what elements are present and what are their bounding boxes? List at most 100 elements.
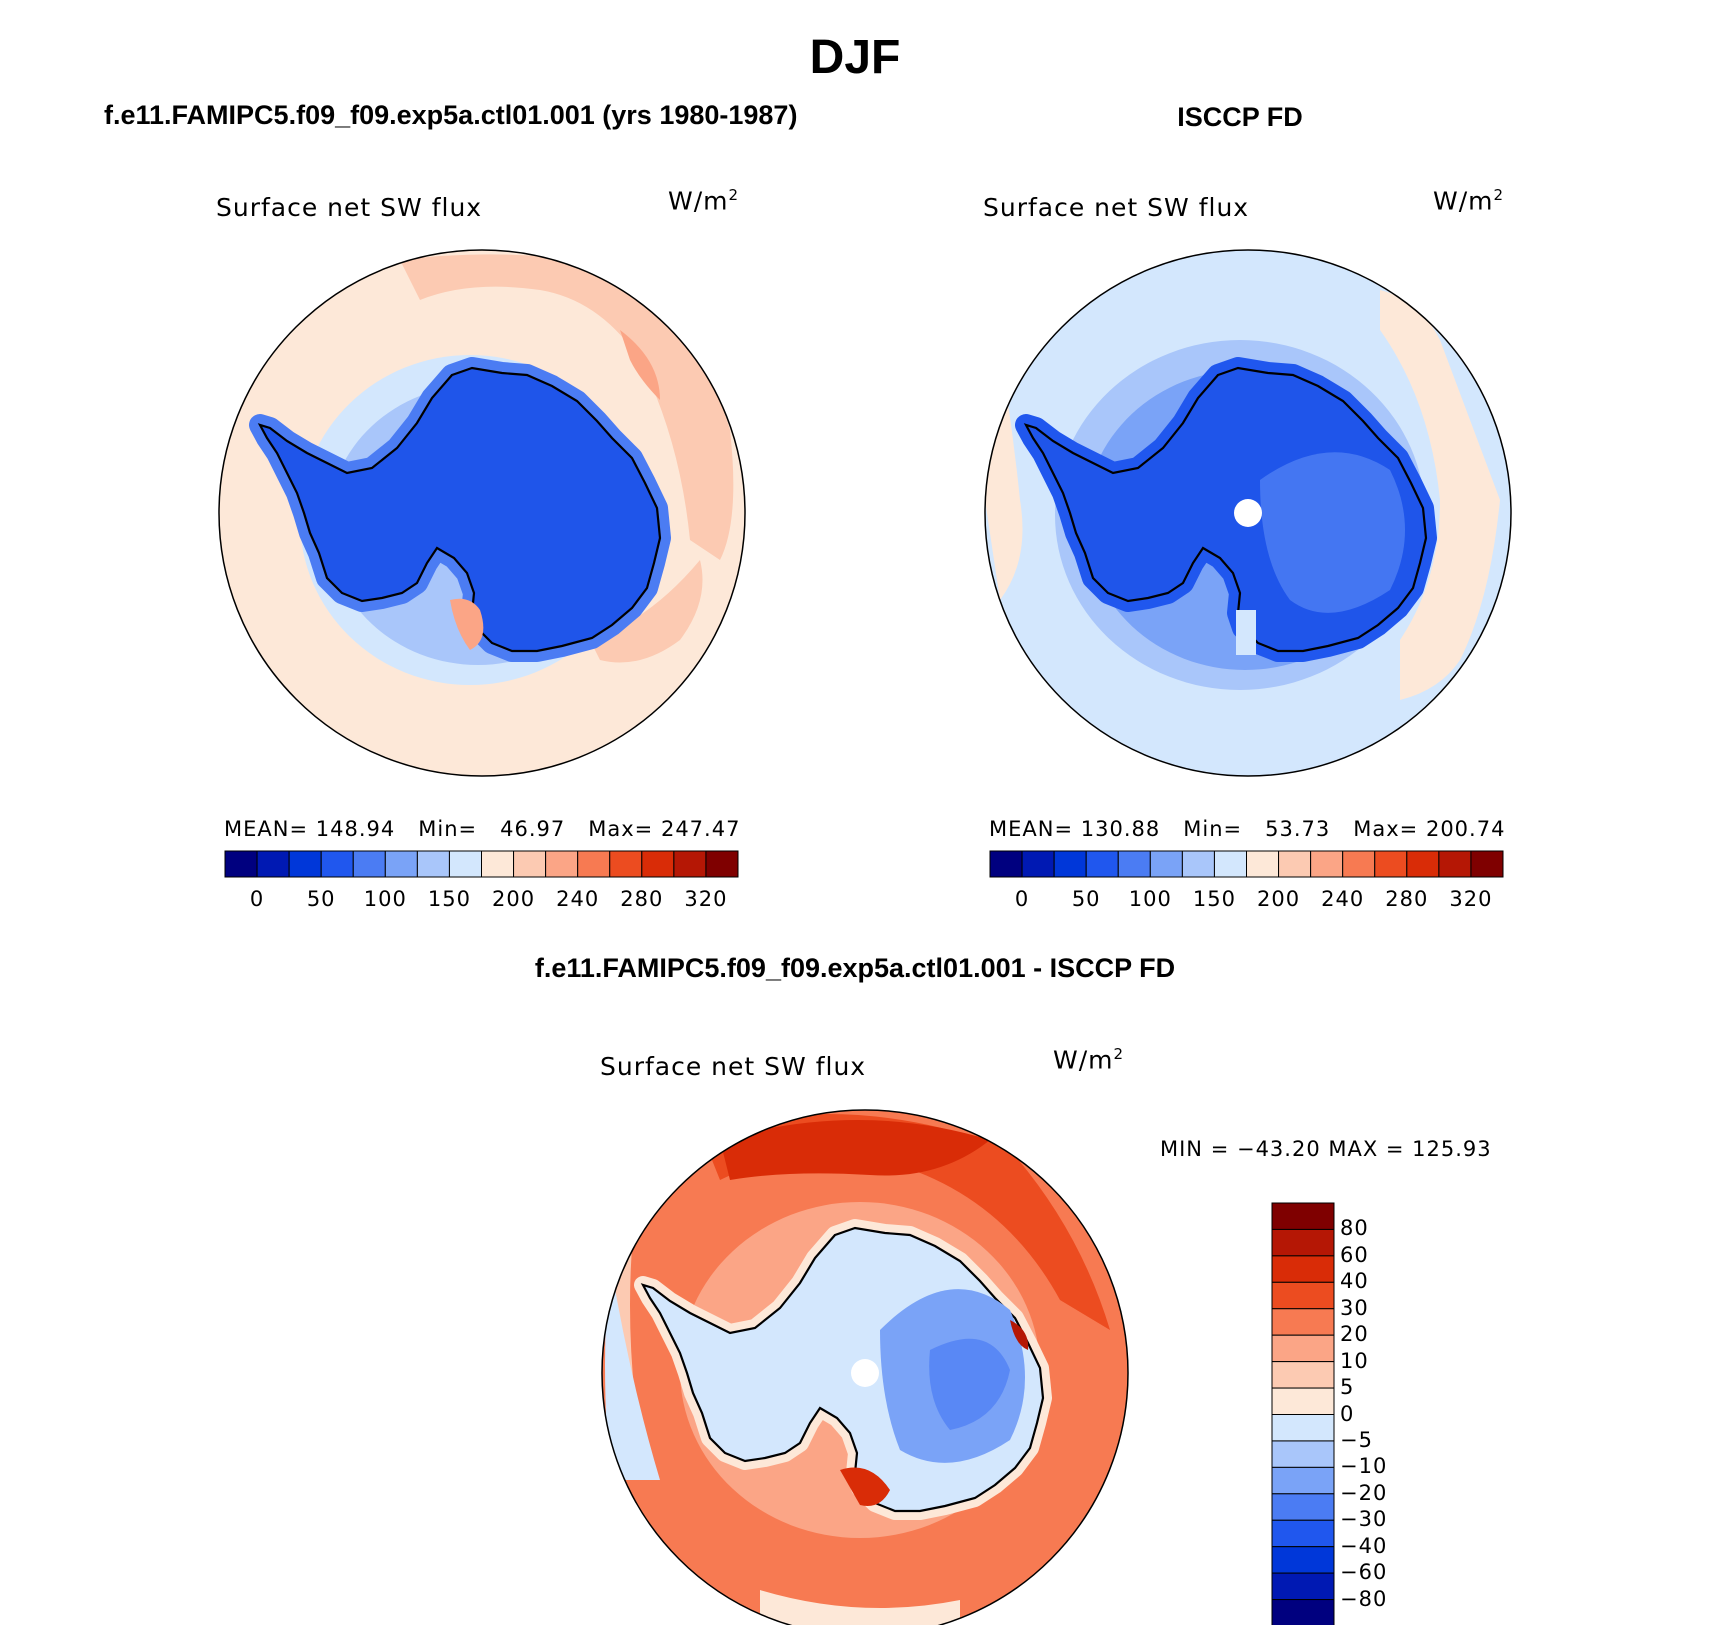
panel3-east-negative-core — [929, 1338, 1010, 1430]
colorbar-tick-label: 280 — [1385, 887, 1429, 911]
cb2-swatch — [1470, 850, 1504, 878]
panel3-pole-hole — [851, 1359, 879, 1387]
cb2-swatch — [1406, 850, 1440, 878]
colorbar-tick-label: 50 — [306, 887, 336, 911]
colorbar3-swatch — [1271, 1281, 1335, 1310]
panel2-east-plateau — [1260, 452, 1405, 613]
colorbar3-swatch — [1271, 1387, 1335, 1415]
panel3-west-light — [605, 1260, 660, 1480]
panel1-stats: MEAN= 148.94 Min= 46.97 Max= 247.47 — [224, 817, 741, 841]
cb2-swatch — [1149, 850, 1183, 878]
panel3-east-dark-patch — [1010, 1320, 1029, 1350]
cb2-swatch — [1213, 850, 1247, 878]
colorbar-tick-label: −80 — [1340, 1586, 1388, 1611]
colorbar-tick-label: 10 — [1340, 1348, 1369, 1373]
colorbar-tick-label: 240 — [556, 887, 600, 911]
colorbar-tick-label: 150 — [427, 887, 471, 911]
panel3-map-border — [601, 1109, 1129, 1625]
colorbar3-swatch — [1271, 1572, 1335, 1601]
colorbar3-swatch — [1271, 1361, 1335, 1389]
cb2-swatch — [1021, 850, 1055, 878]
panel1-ocean-orange-patch — [620, 330, 660, 400]
colorbar-tick-label: 320 — [684, 887, 728, 911]
cb1-swatch — [513, 850, 547, 878]
colorbar-tick-label: 50 — [1071, 887, 1101, 911]
cb1-swatch — [609, 850, 643, 878]
panel3-north-dark — [720, 1120, 990, 1180]
figure-title: DJF — [809, 31, 901, 84]
colorbar3-swatch — [1271, 1546, 1335, 1574]
cb1-swatch — [545, 850, 579, 878]
colorbar-tick-label: 200 — [1257, 887, 1301, 911]
panel1-ocean-peach-band — [400, 254, 734, 560]
panel3-map — [602, 1110, 1128, 1625]
colorbar3-swatch — [1271, 1228, 1335, 1257]
colorbar-tick-label: 60 — [1340, 1242, 1369, 1267]
colorbar-tick-label: −30 — [1340, 1507, 1388, 1532]
cb1-swatch — [224, 850, 258, 878]
colorbar-tick-label: 200 — [492, 887, 536, 911]
colorbar3-swatch — [1271, 1334, 1335, 1363]
panel2-stats: MEAN= 130.88 Min= 53.73 Max= 200.74 — [989, 817, 1506, 841]
colorbar-tick-label: −5 — [1340, 1427, 1373, 1452]
colorbar-tick-label: 0 — [249, 887, 265, 911]
colorbar-tick-label: 5 — [1340, 1375, 1355, 1400]
colorbar-tick-label: 40 — [1340, 1269, 1369, 1294]
colorbar-tick-label: 30 — [1340, 1295, 1369, 1320]
cb1-swatch — [320, 850, 354, 878]
panel2-unit-label: W/m2 — [1433, 186, 1505, 216]
colorbar-tick-label: 80 — [1340, 1216, 1369, 1241]
colorbar-tick-label: 280 — [620, 887, 664, 911]
colorbar1 — [224, 850, 739, 878]
panel1-variable-label: Surface net SW flux — [216, 193, 483, 222]
cb1-swatch — [256, 850, 290, 878]
panel2-variable-label: Surface net SW flux — [983, 193, 1250, 222]
panel2-pole-hole — [1234, 499, 1262, 527]
colorbar3-swatch — [1271, 1440, 1335, 1468]
panel1-map-border — [218, 249, 746, 777]
panel3-stats: MIN = −43.20 MAX = 125.93 — [1160, 1137, 1492, 1161]
cb1-swatch — [288, 850, 322, 878]
cb1-swatch — [352, 850, 386, 878]
colorbar3-swatch — [1271, 1493, 1335, 1521]
cb2-swatch — [1117, 850, 1151, 878]
colorbar-tick-label: −60 — [1340, 1560, 1388, 1585]
cb1-swatch — [416, 850, 450, 878]
cb2-swatch — [1085, 850, 1119, 878]
cb2-swatch — [1374, 850, 1408, 878]
colorbar3-swatch — [1271, 1414, 1335, 1442]
colorbar3-swatch — [1271, 1599, 1335, 1625]
cb2-swatch — [989, 850, 1023, 878]
panel3-unit-label: W/m2 — [1053, 1045, 1125, 1075]
panel1-title: f.e11.FAMIPC5.f09_f09.exp5a.ctl01.001 (y… — [104, 100, 798, 130]
cb2-swatch — [1246, 850, 1280, 878]
colorbar2 — [989, 850, 1504, 878]
colorbar3-swatch — [1271, 1308, 1335, 1336]
colorbar-tick-label: 150 — [1192, 887, 1236, 911]
colorbar3-swatch — [1271, 1202, 1335, 1230]
cb2-swatch — [1310, 850, 1344, 878]
colorbar-tick-label: −20 — [1340, 1480, 1388, 1505]
colorbar-tick-label: 320 — [1449, 887, 1493, 911]
cb1-swatch — [481, 850, 515, 878]
colorbar-tick-label: −10 — [1340, 1454, 1388, 1479]
panel1-map — [219, 250, 745, 776]
colorbar3-swatch — [1271, 1466, 1335, 1495]
colorbar-tick-label: 0 — [1014, 887, 1030, 911]
colorbar-tick-label: 20 — [1340, 1322, 1369, 1347]
panel3-north-band — [700, 1114, 1110, 1330]
panel3-title: f.e11.FAMIPC5.f09_f09.exp5a.ctl01.001 - … — [534, 953, 1176, 983]
panel1-ocean-peach-band-south — [590, 560, 703, 663]
colorbar-tick-label: 100 — [1128, 887, 1172, 911]
cb2-swatch — [1181, 850, 1215, 878]
cb1-swatch — [577, 850, 611, 878]
panel2-ocean-peach-east — [1380, 290, 1500, 700]
colorbar3-swatch — [1271, 1255, 1335, 1283]
panel3-variable-label: Surface net SW flux — [600, 1052, 867, 1081]
cb2-swatch — [1053, 850, 1087, 878]
panel2-map-border — [984, 249, 1512, 777]
colorbar-tick-label: 0 — [1340, 1401, 1355, 1426]
cb2-swatch — [1278, 850, 1312, 878]
cb1-swatch — [673, 850, 707, 878]
